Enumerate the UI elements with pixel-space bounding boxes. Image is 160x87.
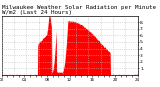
Text: Milwaukee Weather Solar Radiation per Minute W/m2 (Last 24 Hours): Milwaukee Weather Solar Radiation per Mi…: [2, 5, 156, 15]
